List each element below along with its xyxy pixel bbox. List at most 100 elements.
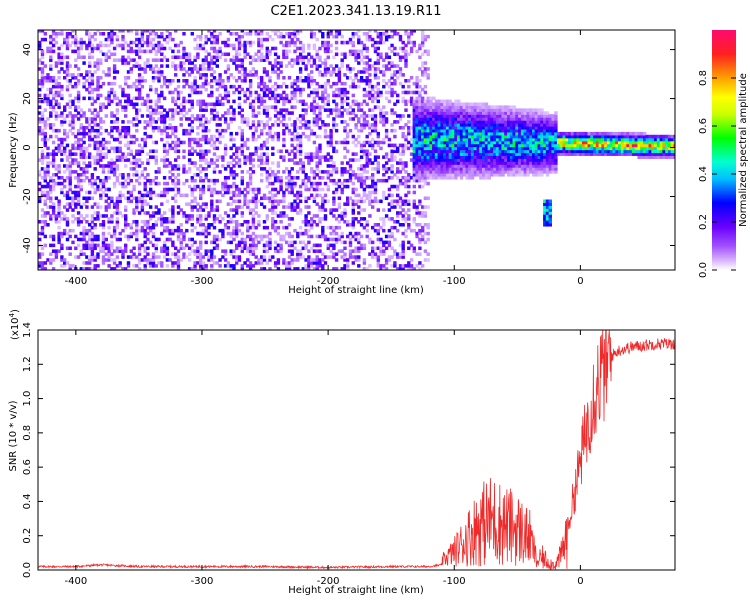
heatmap-cell	[190, 128, 194, 133]
heatmap-cell	[99, 246, 103, 251]
heatmap-cell	[218, 140, 222, 145]
heatmap-cell	[440, 117, 444, 121]
heatmap-cell	[124, 158, 128, 162]
heatmap-cell	[199, 108, 203, 112]
heatmap-cell	[365, 158, 369, 162]
heatmap-cell	[390, 123, 394, 127]
heatmap-cell	[212, 161, 217, 165]
heatmap-cell	[115, 255, 120, 259]
heatmap-cell	[412, 228, 416, 233]
heatmap-cell	[429, 120, 433, 124]
heatmap-cell	[151, 231, 156, 236]
heatmap-cell	[248, 81, 253, 86]
heatmap-cell	[71, 220, 75, 224]
heatmap-cell	[99, 140, 103, 145]
heatmap-cell	[199, 196, 203, 201]
heatmap-cell	[137, 252, 142, 256]
heatmap-cell	[168, 237, 172, 242]
heatmap-cell	[379, 34, 383, 39]
heatmap-cell	[193, 64, 197, 68]
heatmap-cell	[379, 252, 383, 256]
heatmap-cell	[246, 264, 250, 268]
heatmap-cell	[343, 246, 347, 251]
heatmap-cell	[440, 131, 444, 136]
heatmap-cell	[285, 96, 289, 101]
heatmap-cell	[54, 111, 59, 115]
heatmap-cell	[79, 46, 83, 51]
heatmap-cell	[373, 61, 378, 65]
heatmap-cell	[298, 87, 303, 92]
heatmap-cell	[176, 149, 181, 154]
heatmap-cell	[96, 184, 100, 189]
heatmap-cell	[376, 258, 380, 262]
heatmap-cell	[149, 37, 153, 42]
heatmap-cell	[412, 146, 416, 151]
heatmap-cell	[229, 196, 233, 201]
heatmap-cell	[257, 134, 261, 139]
heatmap-cell	[185, 228, 189, 233]
heatmap-cell	[85, 205, 89, 209]
heatmap-cell	[273, 205, 278, 209]
heatmap-cell	[221, 187, 225, 192]
heatmap-cell	[421, 214, 425, 218]
heatmap-cell	[237, 64, 242, 68]
heatmap-cell	[137, 120, 142, 124]
heatmap-cell	[135, 164, 139, 168]
heatmap-cell	[262, 126, 267, 130]
heatmap-cell	[368, 93, 372, 98]
heatmap-cell	[437, 149, 441, 154]
heatmap-cell	[407, 208, 411, 212]
heatmap-cell	[321, 34, 325, 39]
heatmap-cell	[199, 223, 203, 227]
heatmap-cell	[268, 134, 272, 139]
heatmap-cell	[276, 190, 281, 195]
heatmap-cell	[298, 140, 303, 145]
heatmap-cell	[434, 137, 439, 142]
heatmap-cell	[384, 234, 389, 239]
heatmap-cell	[96, 128, 100, 133]
heatmap-cell	[412, 167, 416, 171]
heatmap-cell	[407, 173, 411, 177]
heatmap-cell	[329, 208, 333, 212]
heatmap-cell	[154, 237, 158, 242]
heatmap-cell	[115, 196, 120, 201]
heatmap-cell	[301, 220, 305, 224]
heatmap-cell	[418, 84, 422, 89]
heatmap-cell	[257, 93, 261, 98]
heatmap-cell	[38, 264, 42, 268]
heatmap-cell	[426, 120, 430, 124]
heatmap-cell	[90, 249, 95, 253]
heatmap-cell	[265, 52, 269, 57]
heatmap-cell	[371, 252, 375, 256]
heatmap-cell	[196, 261, 200, 265]
heatmap-cell	[104, 105, 108, 109]
heatmap-cell	[121, 108, 125, 112]
heatmap-cell	[157, 167, 161, 171]
heatmap-cell	[229, 208, 233, 212]
heatmap-cell	[110, 252, 114, 256]
heatmap-cell	[76, 173, 81, 177]
heatmap-cell	[437, 105, 441, 109]
heatmap-cell	[171, 64, 175, 68]
heatmap-cell	[346, 264, 350, 268]
heatmap-cell	[293, 40, 297, 45]
heatmap-cell	[396, 114, 400, 118]
heatmap-cell	[157, 255, 161, 259]
heatmap-cell	[229, 234, 233, 239]
heatmap-cell	[201, 81, 206, 86]
heatmap-cell	[129, 161, 133, 165]
heatmap-cell	[176, 258, 181, 262]
heatmap-cell	[49, 199, 53, 204]
heatmap-cell	[426, 170, 430, 174]
heatmap-cell	[176, 187, 181, 192]
heatmap-cell	[307, 76, 311, 80]
heatmap-cell	[340, 211, 344, 215]
heatmap-cell	[176, 143, 181, 148]
heatmap-cell	[49, 37, 53, 42]
heatmap-cell	[390, 255, 394, 259]
heatmap-cell	[162, 143, 167, 148]
heatmap-cell	[248, 155, 253, 159]
heatmap-cell	[74, 105, 78, 109]
heatmap-cell	[387, 99, 392, 104]
heatmap-cell	[215, 158, 219, 162]
